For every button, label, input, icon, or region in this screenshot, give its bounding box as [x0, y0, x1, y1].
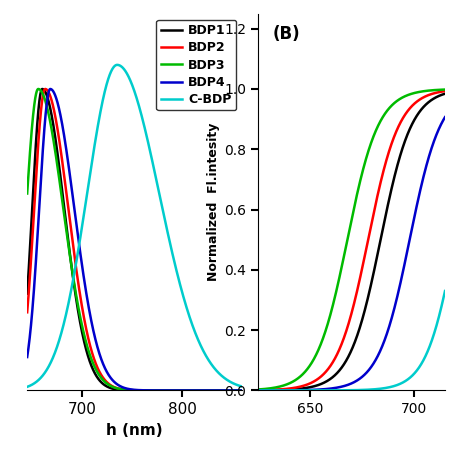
BDP3 [245, 388, 250, 393]
BDP4 [28, 325, 34, 331]
C-BDP [28, 383, 34, 388]
BDP2 [0, 388, 5, 393]
BDP4 [43, 112, 48, 118]
Line: BDP1: BDP1 [2, 89, 252, 390]
BDP3 [28, 140, 34, 145]
C-BDP [43, 369, 48, 375]
C-BDP [249, 386, 255, 391]
C-BDP [95, 122, 101, 128]
BDP1 [39, 86, 45, 92]
Line: BDP2: BDP2 [2, 89, 252, 390]
BDP3 [249, 388, 255, 393]
Line: BDP3: BDP3 [2, 89, 252, 390]
BDP2 [43, 86, 49, 92]
C-BDP [114, 62, 120, 68]
BDP2 [245, 388, 250, 393]
X-axis label: h (nm): h (nm) [106, 423, 163, 438]
BDP1 [245, 388, 250, 393]
BDP2 [217, 388, 223, 393]
Text: (B): (B) [273, 25, 301, 43]
C-BDP [106, 74, 112, 80]
C-BDP [0, 388, 5, 393]
Line: BDP4: BDP4 [2, 89, 252, 390]
BDP1 [43, 90, 49, 95]
BDP3 [106, 382, 112, 388]
BDP4 [0, 388, 5, 393]
C-BDP [245, 385, 250, 390]
BDP1 [249, 388, 255, 393]
BDP4 [217, 388, 223, 393]
C-BDP [217, 372, 223, 377]
BDP2 [43, 86, 48, 92]
BDP3 [0, 385, 5, 390]
BDP3 [95, 371, 101, 376]
BDP1 [28, 232, 34, 237]
BDP2 [106, 381, 112, 387]
BDP4 [95, 347, 101, 352]
Legend: BDP1, BDP2, BDP3, BDP4, C-BDP: BDP1, BDP2, BDP3, BDP4, C-BDP [156, 20, 236, 110]
BDP4 [106, 373, 112, 378]
BDP4 [48, 86, 53, 92]
BDP3 [43, 99, 49, 105]
BDP1 [95, 376, 101, 381]
BDP2 [95, 366, 101, 372]
BDP1 [217, 388, 223, 393]
BDP1 [106, 385, 112, 390]
BDP2 [28, 261, 34, 266]
BDP2 [249, 388, 255, 393]
BDP1 [0, 388, 5, 393]
BDP3 [217, 388, 223, 393]
BDP4 [245, 388, 250, 393]
BDP4 [249, 388, 255, 393]
BDP3 [35, 86, 41, 92]
Line: C-BDP: C-BDP [2, 65, 252, 390]
Y-axis label: Normalized  Fl.intesity: Normalized Fl.intesity [207, 123, 220, 281]
